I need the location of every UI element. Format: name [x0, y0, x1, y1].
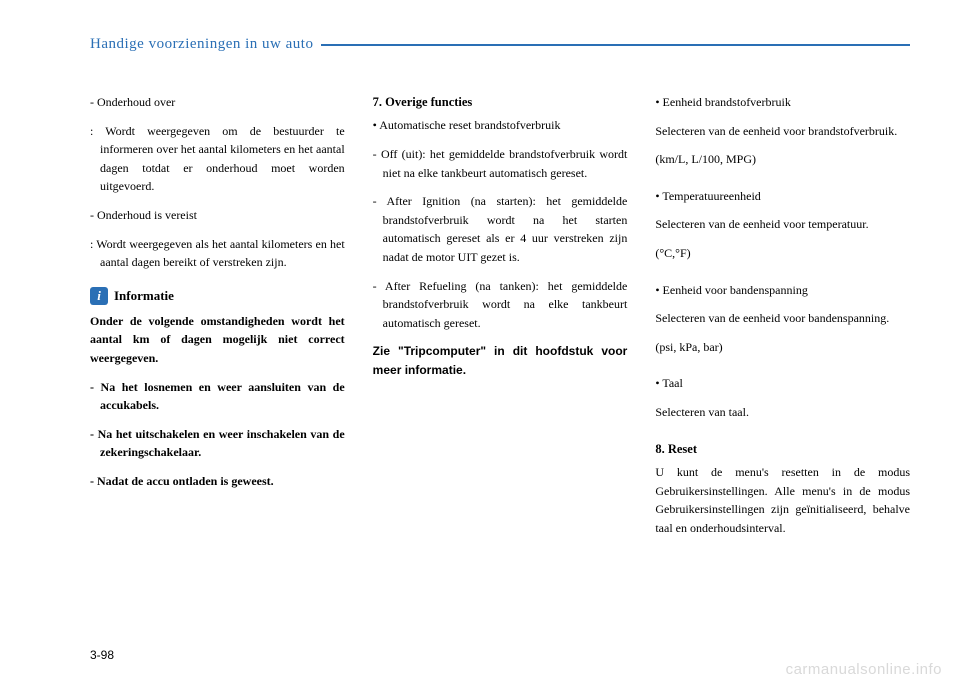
info-intro: Onder de volgende omstandigheden wordt h… [90, 312, 345, 368]
maint-req-body: : Wordt weergegeven als het aantal kilom… [90, 235, 345, 272]
header-title: Handige voorzieningen in uw auto [90, 36, 321, 53]
unit-lang-body: Selecteren van taal. [655, 403, 910, 422]
maint-over-label: - Onderhoud over [90, 93, 345, 112]
unit-temp-h: • Temperatuureenheid [655, 187, 910, 206]
maint-over-body: : Wordt weergegeven om de bestuurder te … [90, 122, 345, 196]
watermark: carmanualsonline.info [786, 661, 942, 678]
maint-req-label: - Onderhoud is vereist [90, 206, 345, 225]
column-2: 7. Overige functies • Automatische reset… [373, 93, 628, 547]
page: Handige voorzieningen in uw auto - Onder… [0, 0, 960, 688]
header-rule [321, 44, 910, 46]
section-8-body: U kunt de menu's resetten in de modus Ge… [655, 463, 910, 537]
unit-temp-body: Selecteren van de eenheid voor temperatu… [655, 215, 910, 234]
unit-fuel-units: (km/L, L/100, MPG) [655, 150, 910, 169]
info-bullet-1: - Na het losnemen en weer aansluiten van… [90, 378, 345, 415]
c2-after-refueling: - After Refueling (na tanken): het gemid… [373, 277, 628, 333]
unit-tire-units: (psi, kPa, bar) [655, 338, 910, 357]
unit-tire-body: Selecteren van de eenheid voor bandenspa… [655, 309, 910, 328]
c2-off: - Off (uit): het gemiddelde brandstofver… [373, 145, 628, 182]
c2-bullet-auto-reset: • Automatische reset brandstofverbruik [373, 116, 628, 135]
section-8-heading: 8. Reset [655, 440, 910, 459]
section-7-heading: 7. Overige functies [373, 93, 628, 112]
unit-fuel-body: Selecteren van de eenheid voor brandstof… [655, 122, 910, 141]
column-1: - Onderhoud over : Wordt weergegeven om … [90, 93, 345, 547]
info-icon: i [90, 287, 108, 305]
header: Handige voorzieningen in uw auto [90, 36, 910, 53]
info-label: Informatie [114, 286, 174, 306]
unit-lang-h: • Taal [655, 374, 910, 393]
unit-fuel-h: • Eenheid brandstofverbruik [655, 93, 910, 112]
columns: - Onderhoud over : Wordt weergegeven om … [90, 93, 910, 547]
see-tripcomputer: Zie "Tripcomputer" in dit hoofdstuk voor… [373, 342, 628, 379]
info-bullet-3: - Nadat de accu ontladen is geweest. [90, 472, 345, 491]
unit-temp-units: (°C,°F) [655, 244, 910, 263]
info-heading: i Informatie [90, 286, 345, 306]
page-number: 3-98 [90, 648, 114, 662]
column-3: • Eenheid brandstofverbruik Selecteren v… [655, 93, 910, 547]
info-bullet-2: - Na het uitschakelen en weer inschakele… [90, 425, 345, 462]
c2-after-ignition: - After Ignition (na starten): het gemid… [373, 192, 628, 266]
unit-tire-h: • Eenheid voor bandenspanning [655, 281, 910, 300]
